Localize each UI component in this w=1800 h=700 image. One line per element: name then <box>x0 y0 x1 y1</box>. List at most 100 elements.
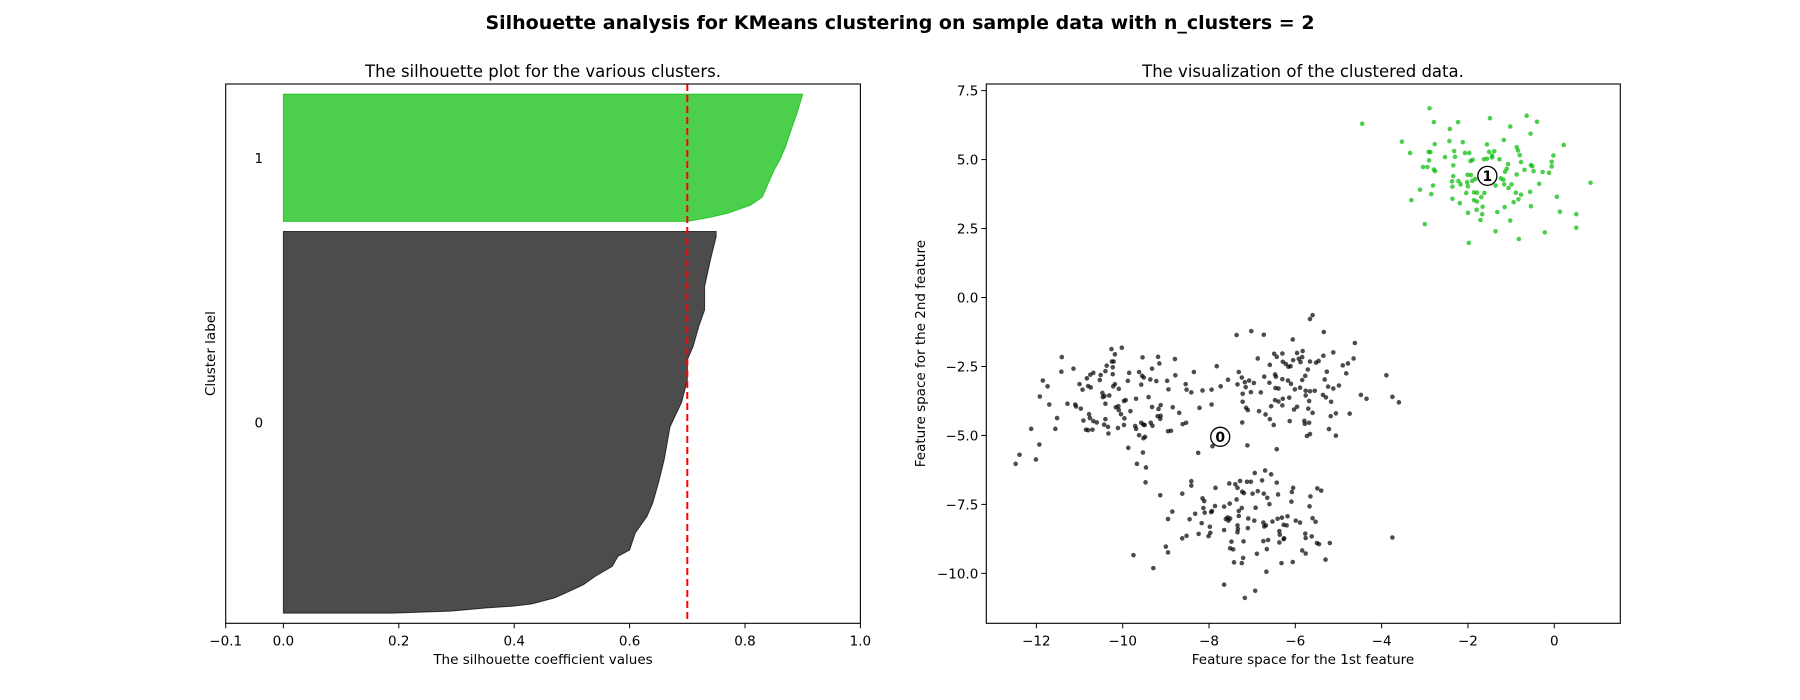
data-point-cluster-0 <box>1252 518 1257 523</box>
data-point-cluster-0 <box>1115 425 1121 431</box>
data-point-cluster-0 <box>1262 468 1268 473</box>
data-point-cluster-0 <box>1307 359 1313 364</box>
data-point-cluster-1 <box>1447 138 1452 144</box>
data-point-cluster-1 <box>1517 152 1523 158</box>
data-point-cluster-0 <box>1267 380 1272 386</box>
data-point-cluster-1 <box>1482 190 1487 196</box>
data-point-cluster-0 <box>1271 422 1277 428</box>
cluster-center-label: 0 <box>1215 430 1225 446</box>
data-point-cluster-0 <box>1227 516 1233 521</box>
data-point-cluster-0 <box>1305 367 1311 372</box>
data-point-cluster-0 <box>1230 547 1236 552</box>
data-point-cluster-0 <box>1390 535 1395 540</box>
data-point-cluster-1 <box>1450 184 1455 189</box>
x-tick-label: 0.6 <box>619 633 640 649</box>
data-point-cluster-0 <box>1234 497 1239 502</box>
x-tick-label: 0 <box>1550 633 1559 649</box>
data-point-cluster-0 <box>1323 557 1328 562</box>
data-point-cluster-1 <box>1432 168 1438 174</box>
data-point-cluster-1 <box>1513 190 1519 195</box>
data-point-cluster-0 <box>1347 411 1352 416</box>
data-point-cluster-1 <box>1422 221 1428 227</box>
data-point-cluster-1 <box>1518 159 1524 165</box>
scatter-plot-title: The visualization of the clustered data. <box>1141 62 1464 81</box>
data-point-cluster-0 <box>1229 539 1234 544</box>
data-point-cluster-0 <box>1324 369 1330 375</box>
data-point-cluster-0 <box>1267 501 1272 507</box>
data-point-cluster-0 <box>1037 442 1042 447</box>
data-point-cluster-0 <box>1235 523 1240 528</box>
data-point-cluster-1 <box>1501 182 1507 187</box>
data-point-cluster-0 <box>1149 404 1155 410</box>
data-point-cluster-1 <box>1546 170 1552 176</box>
data-point-cluster-1 <box>1480 204 1485 210</box>
data-point-cluster-0 <box>1364 396 1369 402</box>
data-point-cluster-0 <box>1123 397 1129 403</box>
data-point-cluster-0 <box>1258 390 1264 395</box>
data-point-cluster-0 <box>1255 356 1261 361</box>
scatter-y-axis-label: Feature space for the 2nd feature <box>913 240 929 467</box>
data-point-cluster-1 <box>1516 197 1521 202</box>
data-point-cluster-0 <box>1226 481 1232 486</box>
data-point-cluster-1 <box>1465 172 1470 178</box>
data-point-cluster-0 <box>1245 443 1250 448</box>
data-point-cluster-0 <box>1094 420 1100 425</box>
data-point-cluster-1 <box>1465 210 1471 216</box>
data-point-cluster-0 <box>1098 372 1103 378</box>
cluster-label-1: 1 <box>255 151 264 167</box>
data-point-cluster-0 <box>1109 346 1114 352</box>
data-point-cluster-0 <box>1241 490 1247 496</box>
data-point-cluster-0 <box>1212 503 1218 509</box>
data-point-cluster-0 <box>1149 366 1155 371</box>
data-point-cluster-0 <box>1233 481 1238 487</box>
data-point-cluster-0 <box>1300 348 1305 354</box>
data-point-cluster-0 <box>1107 393 1112 398</box>
data-point-cluster-0 <box>1059 354 1065 360</box>
data-point-cluster-0 <box>1221 504 1227 509</box>
data-point-cluster-0 <box>1142 434 1148 440</box>
data-point-cluster-1 <box>1501 137 1507 143</box>
scatter-y-ticks: 7.5 5.0 2.5 0.0 −2.5 −5.0 −7.5 −10.0 <box>937 84 987 582</box>
y-tick-label: 2.5 <box>957 222 978 238</box>
data-point-cluster-0 <box>1264 569 1269 575</box>
data-point-cluster-0 <box>1170 405 1176 410</box>
data-point-cluster-0 <box>1384 373 1389 378</box>
data-point-cluster-0 <box>1303 535 1308 541</box>
data-point-cluster-1 <box>1450 196 1455 202</box>
data-point-cluster-1 <box>1447 126 1453 132</box>
data-point-cluster-0 <box>1146 394 1151 400</box>
data-point-cluster-1 <box>1426 158 1432 163</box>
data-point-cluster-1 <box>1456 178 1461 184</box>
data-point-cluster-0 <box>1264 495 1270 501</box>
data-point-cluster-0 <box>1183 381 1188 387</box>
data-point-cluster-0 <box>1133 426 1139 432</box>
data-point-cluster-0 <box>1293 518 1299 523</box>
data-point-cluster-0 <box>1313 519 1318 525</box>
cluster-center-marker <box>1210 426 1231 447</box>
data-point-cluster-1 <box>1549 159 1554 165</box>
data-point-cluster-0 <box>1085 427 1091 433</box>
data-point-cluster-1 <box>1527 189 1533 195</box>
data-point-cluster-0 <box>1239 420 1245 425</box>
data-point-cluster-0 <box>1091 418 1096 424</box>
data-point-cluster-1 <box>1588 180 1593 186</box>
data-point-cluster-0 <box>1235 382 1240 387</box>
data-point-cluster-0 <box>1231 560 1237 565</box>
data-point-cluster-1 <box>1494 209 1500 215</box>
data-point-cluster-0 <box>1279 560 1284 566</box>
data-point-cluster-0 <box>1104 363 1110 368</box>
data-point-cluster-0 <box>1318 488 1324 493</box>
data-point-cluster-0 <box>1248 328 1254 334</box>
data-point-cluster-1 <box>1474 190 1480 195</box>
data-point-cluster-0 <box>1296 356 1302 362</box>
data-point-cluster-0 <box>1189 483 1194 488</box>
data-point-cluster-1 <box>1573 225 1579 231</box>
data-point-cluster-0 <box>1323 395 1329 400</box>
silhouette-x-ticks: −0.1 0.0 0.2 0.4 0.6 0.8 1.0 <box>209 623 871 649</box>
data-point-cluster-0 <box>1268 403 1274 409</box>
data-point-cluster-1 <box>1399 139 1405 144</box>
data-point-cluster-0 <box>1087 415 1093 421</box>
data-point-cluster-0 <box>1213 485 1218 491</box>
data-point-cluster-0 <box>1165 550 1171 555</box>
